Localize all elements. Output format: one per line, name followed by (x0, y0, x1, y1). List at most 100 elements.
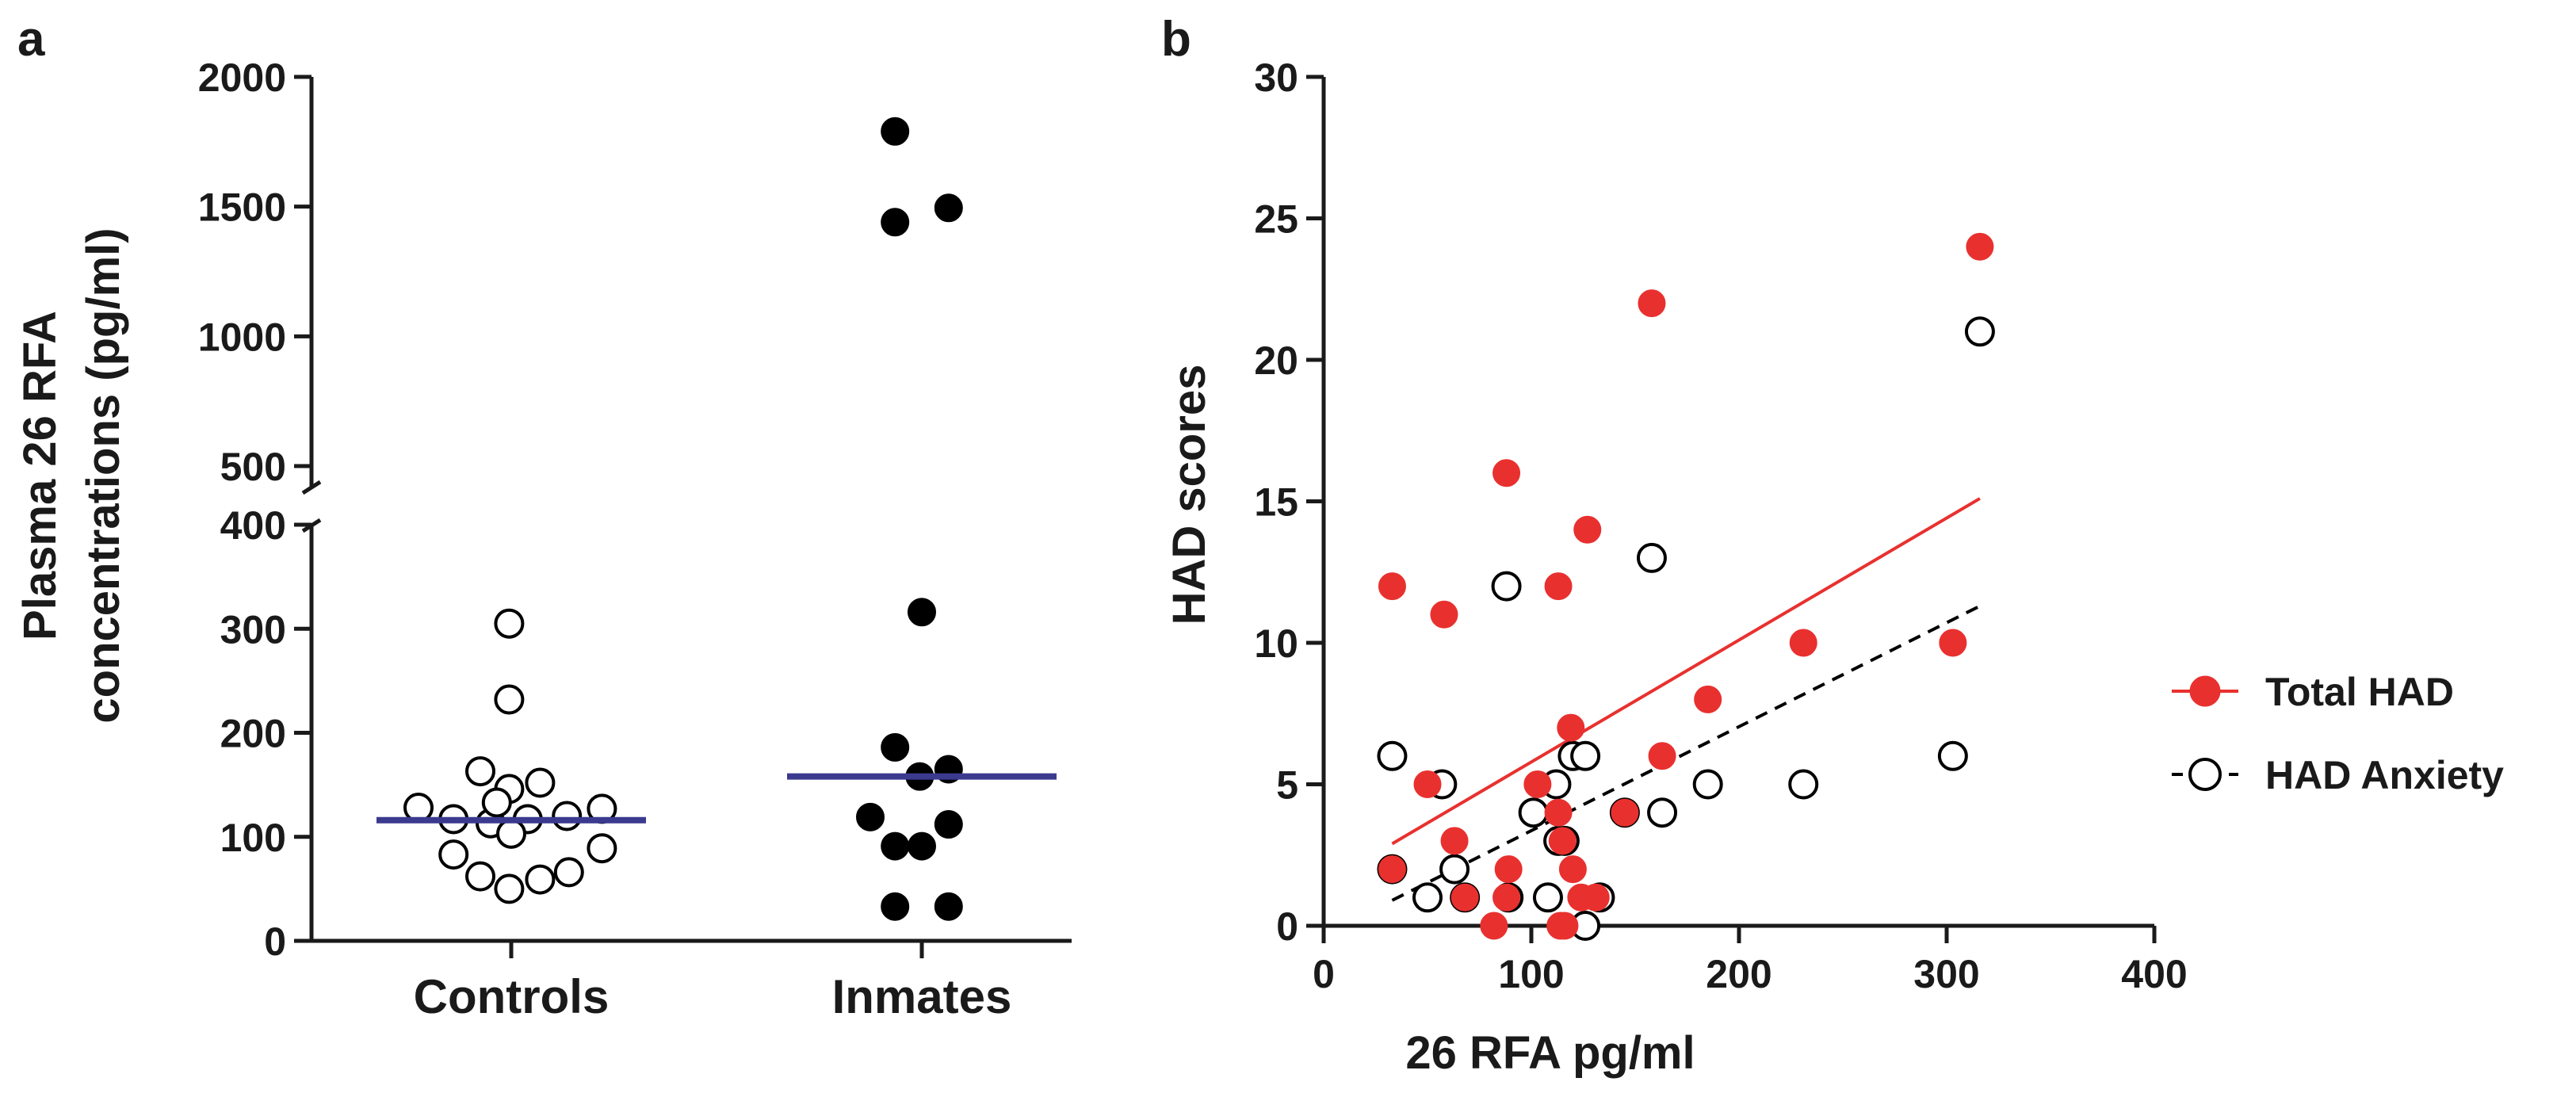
had-anxiety-point (1570, 740, 1601, 771)
panel-a-ylabel-line2: concentrations (pg/ml) (78, 227, 129, 723)
panel-a-axis-break-top (301, 480, 322, 495)
panel-a: a Plasma 26 RFA concentrations (pg/ml) 0… (14, 12, 1072, 1023)
control-point (553, 857, 584, 888)
total-had-point (1581, 883, 1610, 912)
panel-a-y-tick-label: 300 (220, 607, 286, 652)
panel-b-ylabel: HAD scores (1164, 365, 1215, 625)
panel-a-y-tick-label: 400 (220, 503, 286, 548)
total-had-point (1648, 742, 1676, 770)
legend-total-had-label: Total HAD (2265, 670, 2454, 714)
panel-b-x-ticks: 0 100 200 300 400 (1313, 926, 2188, 996)
total-had-point (1557, 713, 1585, 742)
control-point (438, 839, 469, 870)
panel-b-x-tick-label: 400 (2121, 952, 2187, 996)
total-had-point (1694, 685, 1722, 713)
panel-a-y-ticks: 0 100 200 300 400 500 1000 1500 2000 (198, 55, 311, 964)
panel-a-letter: a (17, 12, 45, 67)
inmate-point (881, 831, 910, 861)
total-had-point (1611, 798, 1639, 827)
inmate-point (881, 117, 910, 146)
panel-b-points (1377, 232, 1995, 941)
control-point (496, 818, 526, 849)
panel-b-y-tick-label: 25 (1254, 197, 1298, 242)
inmate-point (908, 598, 936, 627)
total-had-point (1544, 798, 1573, 827)
had-anxiety-point (1788, 769, 1819, 800)
panel-a-x-categories: Controls Inmates (414, 970, 1012, 1023)
control-point (465, 756, 495, 787)
total-had-point (1638, 289, 1666, 318)
total-had-point (1440, 827, 1469, 855)
panel-a-ylabel-line1: Plasma 26 RFA (14, 311, 66, 640)
panel-a-category-label: Controls (414, 970, 610, 1023)
panel-b-fit-lines (1391, 497, 1981, 902)
had-anxiety-point (1532, 882, 1563, 913)
panel-b-y-tick-label: 20 (1254, 338, 1298, 383)
control-point (481, 787, 512, 818)
panel-b-x-tick-label: 100 (1498, 952, 1564, 996)
had-anxiety-fit-line (1391, 604, 1981, 902)
inmate-point (908, 831, 936, 861)
inmate-point (881, 208, 910, 237)
panel-b-letter: b (1161, 12, 1191, 67)
had-anxiety-point (1647, 797, 1678, 828)
panel-b-xlabel: 26 RFA pg/ml (1405, 1027, 1695, 1079)
panel-a-y-tick-label: 1000 (198, 315, 286, 359)
had-anxiety-point (1439, 854, 1470, 885)
had-anxiety-point (1937, 740, 1968, 771)
legend-had-anxiety-marker (2188, 758, 2222, 791)
panel-b-y-tick-label: 30 (1254, 55, 1298, 100)
panel-a-y-tick-label: 0 (264, 919, 286, 964)
total-had-point (1492, 459, 1521, 487)
panel-b-x-tick-label: 300 (1913, 952, 1979, 996)
panel-a-y-tick-label: 1500 (198, 185, 286, 230)
control-point (494, 873, 525, 904)
control-point (494, 608, 525, 639)
total-had-point (1789, 629, 1817, 657)
panel-b-y-ticks: 0 5 10 15 20 25 30 (1254, 55, 1324, 949)
panel-b-x-tick-label: 0 (1313, 952, 1335, 996)
had-anxiety-point (1491, 571, 1522, 602)
panel-a-category-label: Inmates (832, 970, 1012, 1023)
had-anxiety-point (1692, 769, 1723, 800)
panel-b-x-tick-label: 200 (1706, 952, 1771, 996)
control-point (465, 861, 495, 892)
total-had-point (1430, 600, 1458, 629)
had-anxiety-point (1636, 542, 1667, 573)
had-anxiety-point (1377, 740, 1408, 771)
panel-a-points (403, 117, 963, 921)
total-had-point (1494, 855, 1523, 884)
panel-b-y-tick-label: 5 (1276, 763, 1298, 808)
total-had-point (1550, 912, 1579, 940)
total-had-point (1378, 572, 1406, 601)
control-point (587, 833, 617, 864)
inmate-point (881, 892, 910, 921)
panel-a-y-tick-label: 100 (220, 816, 286, 860)
panel-a-medians (376, 773, 1057, 824)
control-point (494, 684, 525, 715)
total-had-point (1378, 855, 1406, 884)
inmate-point (934, 892, 963, 921)
panel-b-y-tick-label: 15 (1254, 480, 1298, 525)
panel-a-y-tick-label: 200 (220, 712, 286, 756)
total-had-point (1413, 770, 1442, 798)
inmate-point (934, 810, 963, 839)
inmate-point (856, 802, 885, 831)
legend-had-anxiety-label: HAD Anxiety (2265, 753, 2504, 797)
control-point (525, 767, 556, 798)
total-had-point (1480, 912, 1508, 940)
inmate-point (881, 732, 910, 762)
total-had-point (1558, 855, 1587, 884)
total-had-point (1492, 883, 1521, 912)
had-anxiety-point (1412, 882, 1443, 913)
total-had-point (1544, 572, 1573, 601)
control-point (552, 801, 583, 831)
had-anxiety-point (1964, 316, 1995, 347)
panel-b-legend: Total HAD HAD Anxiety (2172, 670, 2504, 797)
inmate-point (934, 193, 963, 223)
panel-b-y-tick-label: 0 (1276, 904, 1298, 949)
control-point (525, 864, 556, 895)
panel-b: b HAD scores 26 RFA pg/ml 0 5 10 15 20 25 30 0… (1161, 12, 2504, 1079)
total-had-fit-line (1391, 497, 1981, 846)
